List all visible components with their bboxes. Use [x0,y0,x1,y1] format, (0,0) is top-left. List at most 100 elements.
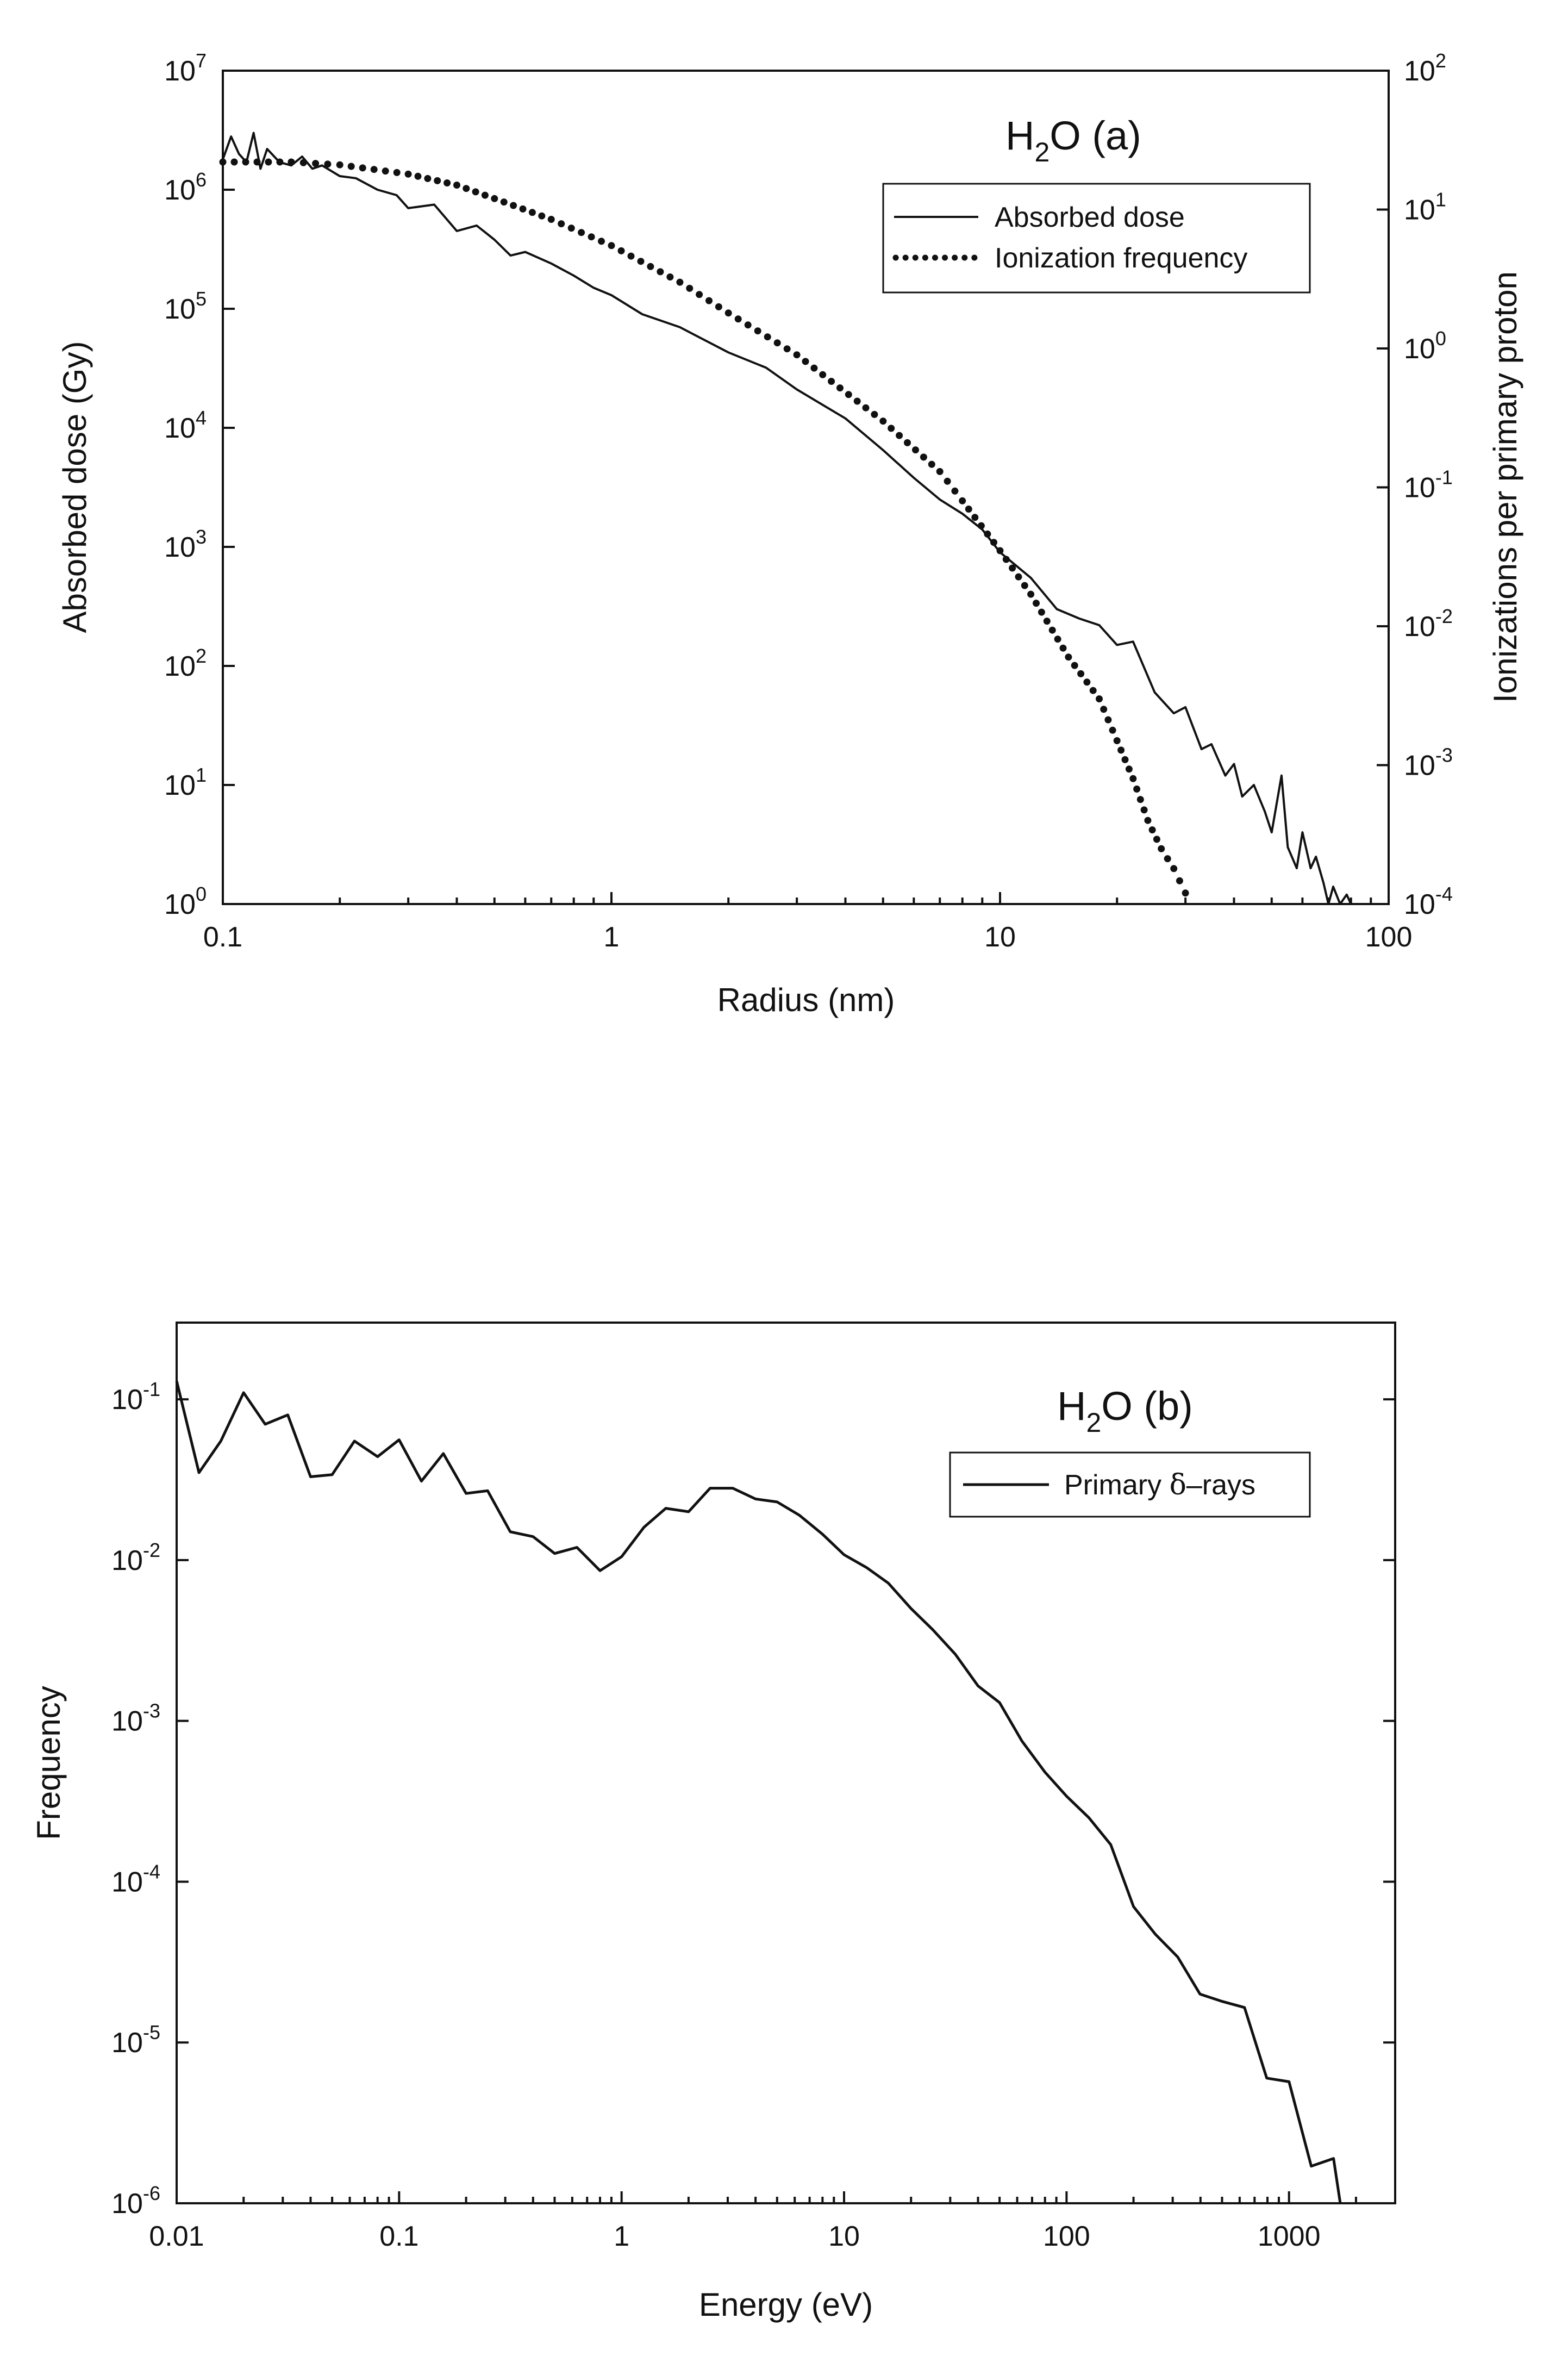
tick-exponent: 7 [196,49,207,72]
ionization-frequency-point [764,333,771,341]
tick-exponent: -1 [143,1378,160,1400]
ionization-frequency-point [463,185,470,192]
ionization-frequency-point [666,273,674,281]
ionization-frequency-point [959,497,966,504]
ionization-frequency-point [676,278,684,286]
tick-exponent: -4 [1435,883,1453,905]
y-tick-label: 104 [164,407,207,444]
tick-exponent: 1 [1435,189,1446,211]
ionization-frequency-point [510,202,517,209]
ionization-frequency-point [347,163,355,170]
tick-exponent: 3 [196,526,207,548]
legend-label-delta-symbol: δ [1170,1469,1186,1501]
y-tick-label: 106 [164,169,207,206]
ionization-frequency-point [1038,608,1045,616]
ionization-frequency-point [393,169,401,176]
tick-exponent: -1 [1435,466,1453,489]
y2-tick-label: 101 [1404,189,1446,226]
tick-exponent: 0 [1435,327,1446,350]
tick-base: 10 [1404,333,1435,365]
tick-exponent: -3 [143,1700,160,1722]
ionization-frequency-point [617,247,625,254]
ionization-frequency-point [1002,556,1010,563]
y2-tick-label: 10-4 [1404,883,1453,920]
ionization-frequency-point [888,425,895,432]
ionization-frequency-point [1071,662,1078,669]
ionization-frequency-point [1182,889,1189,897]
panel-a-x-axis-title: Radius (nm) [717,982,895,1018]
ionization-frequency-point [793,351,801,359]
ionization-frequency-point [1054,635,1061,643]
ionization-frequency-point [896,432,903,439]
ionization-frequency-point [598,238,605,245]
ionization-frequency-point [1104,716,1112,724]
tick-base: 10 [164,55,196,87]
ionization-frequency-point [519,205,527,213]
ionization-frequency-point [686,284,694,292]
absorbed-dose-line [222,132,1371,905]
tick-base: 10 [1404,55,1435,87]
panel-b: 0.01 0.1 1 10 100 100010-610-510-410-310-210-… [30,1322,1396,2323]
ionization-frequency-point [588,233,595,241]
panel-a: 0.1 1 10 10010010110210310410510610710-410-… [57,49,1523,1018]
ionization-frequency-point [819,371,827,378]
ionization-frequency-point [734,315,742,323]
ionization-frequency-point [336,161,343,169]
y-tick-label: 10-3 [111,1700,160,1737]
tick-base: 10 [1404,750,1435,782]
ionization-frequency-point [1153,836,1160,843]
tick-exponent: 4 [196,407,207,429]
tick-base: 10 [111,2027,143,2059]
x-tick-label: 0.01 [149,2221,204,2252]
tick-exponent: -2 [1435,605,1453,627]
ionization-frequency-point [944,477,951,485]
ionization-frequency-point [1048,626,1056,634]
tick-exponent: 1 [196,764,207,786]
ionization-frequency-point [965,506,972,513]
ionization-frequency-point [472,188,479,196]
x-tick-label: 0.1 [379,2221,418,2252]
tick-exponent: 2 [1435,49,1446,72]
panel-a-legend-box [882,183,1311,294]
x-tick-label: 0.1 [203,921,242,953]
tick-base: 10 [111,2188,143,2220]
ionization-frequency-point [871,410,878,418]
ionization-frequency-point [443,179,451,186]
ionization-frequency-point [528,209,536,216]
tick-exponent: 6 [196,169,207,191]
ionization-frequency-point [773,339,781,347]
ionization-frequency-point [1100,706,1108,713]
ionization-frequency-point [647,263,654,270]
y2-tick-label: 10-2 [1404,605,1453,643]
y2-tick-label: 10-3 [1404,744,1453,782]
ionization-frequency-point [230,158,238,166]
ionization-frequency-point [1015,573,1022,581]
y-tick-label: 10-5 [111,2021,160,2059]
x-tick-label: 1000 [1258,2221,1321,2252]
x-tick-label: 10 [828,2221,860,2252]
tick-base: 10 [164,889,196,920]
ionization-frequency-point [558,220,565,228]
ionization-frequency-point [538,212,546,220]
tick-base: 10 [164,413,196,444]
ionization-frequency-point [1027,590,1035,598]
tick-exponent: 2 [196,645,207,667]
tick-exponent: 0 [196,883,207,905]
ionization-frequency-point [265,158,272,166]
legend-label-primary-part: Primary [1064,1469,1170,1501]
ionization-frequency-point [253,158,261,166]
panel-b-title-rest: O (b) [1101,1383,1193,1429]
legend-label-ionization-frequency: Ionization frequency [995,242,1247,274]
y2-tick-label: 10-1 [1404,466,1453,504]
ionization-frequency-point [1140,806,1148,814]
ionization-frequency-point [920,453,927,461]
ionization-frequency-point [1136,796,1144,803]
y-tick-label: 10-4 [111,1860,160,1898]
panel-b-title: H2O (b) [1057,1383,1193,1438]
panel-b-ticks-layer: 0.01 0.1 1 10 100 100010-610-510-410-310-210-… [111,1378,1395,2252]
tick-base: 10 [164,294,196,325]
ionization-frequency-point [1125,765,1133,773]
ionization-frequency-point [359,164,366,172]
panel-b-title-h: H [1057,1383,1086,1429]
ionization-frequency-point [424,174,432,182]
